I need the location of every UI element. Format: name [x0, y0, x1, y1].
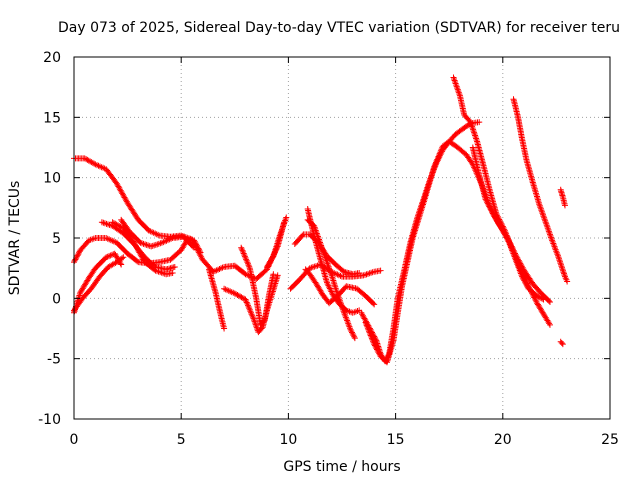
x-tick-label: 25 — [601, 432, 619, 448]
x-tick-label: 20 — [494, 432, 512, 448]
series-trace-16 — [302, 266, 378, 308]
data-point-markers — [304, 216, 358, 342]
data-point-markers — [557, 338, 566, 348]
series-trace-10 — [238, 244, 277, 328]
data-point-markers — [206, 266, 228, 332]
x-tick-label: 0 — [70, 432, 79, 448]
data-marks — [71, 74, 571, 366]
series-trace-7 — [118, 216, 198, 251]
y-tick-label: -10 — [38, 412, 61, 428]
x-axis-title: GPS time / hours — [283, 459, 400, 475]
y-tick-label: 0 — [52, 291, 61, 307]
series-trace-21 — [510, 96, 571, 285]
series-trace-20 — [469, 144, 547, 303]
data-point-markers — [109, 219, 176, 278]
y-axis-title: SDTVAR / TECUs — [7, 181, 23, 296]
x-tick-label: 10 — [279, 432, 297, 448]
axes: 0 5 10 15 20 25 -10 -5 0 5 10 15 20 — [38, 50, 619, 448]
series-trace-8 — [206, 266, 228, 332]
chart-title: Day 073 of 2025, Sidereal Day-to-day VTE… — [58, 20, 620, 36]
series-trace-23 — [557, 338, 566, 348]
series-trace-6 — [109, 219, 176, 278]
data-point-markers — [302, 266, 378, 308]
data-point-markers — [238, 244, 277, 328]
series-trace-11 — [264, 214, 290, 270]
series-trace-17 — [358, 119, 483, 365]
data-point-markers — [469, 144, 547, 303]
y-tick-label: -5 — [47, 352, 61, 368]
y-tick-label: 20 — [43, 50, 61, 66]
series-trace-15 — [304, 216, 358, 342]
x-tick-label: 5 — [177, 432, 186, 448]
x-tick-label: 15 — [387, 432, 405, 448]
series-trace-22 — [557, 186, 568, 209]
data-point-markers — [358, 119, 483, 365]
grid — [74, 57, 610, 419]
y-tick-label: 5 — [52, 231, 61, 247]
y-tick-label: 10 — [43, 171, 61, 187]
data-point-markers — [264, 214, 290, 270]
y-tick-label: 15 — [43, 110, 61, 126]
data-point-markers — [118, 216, 198, 251]
data-point-markers — [557, 186, 568, 209]
data-point-markers — [510, 96, 571, 285]
